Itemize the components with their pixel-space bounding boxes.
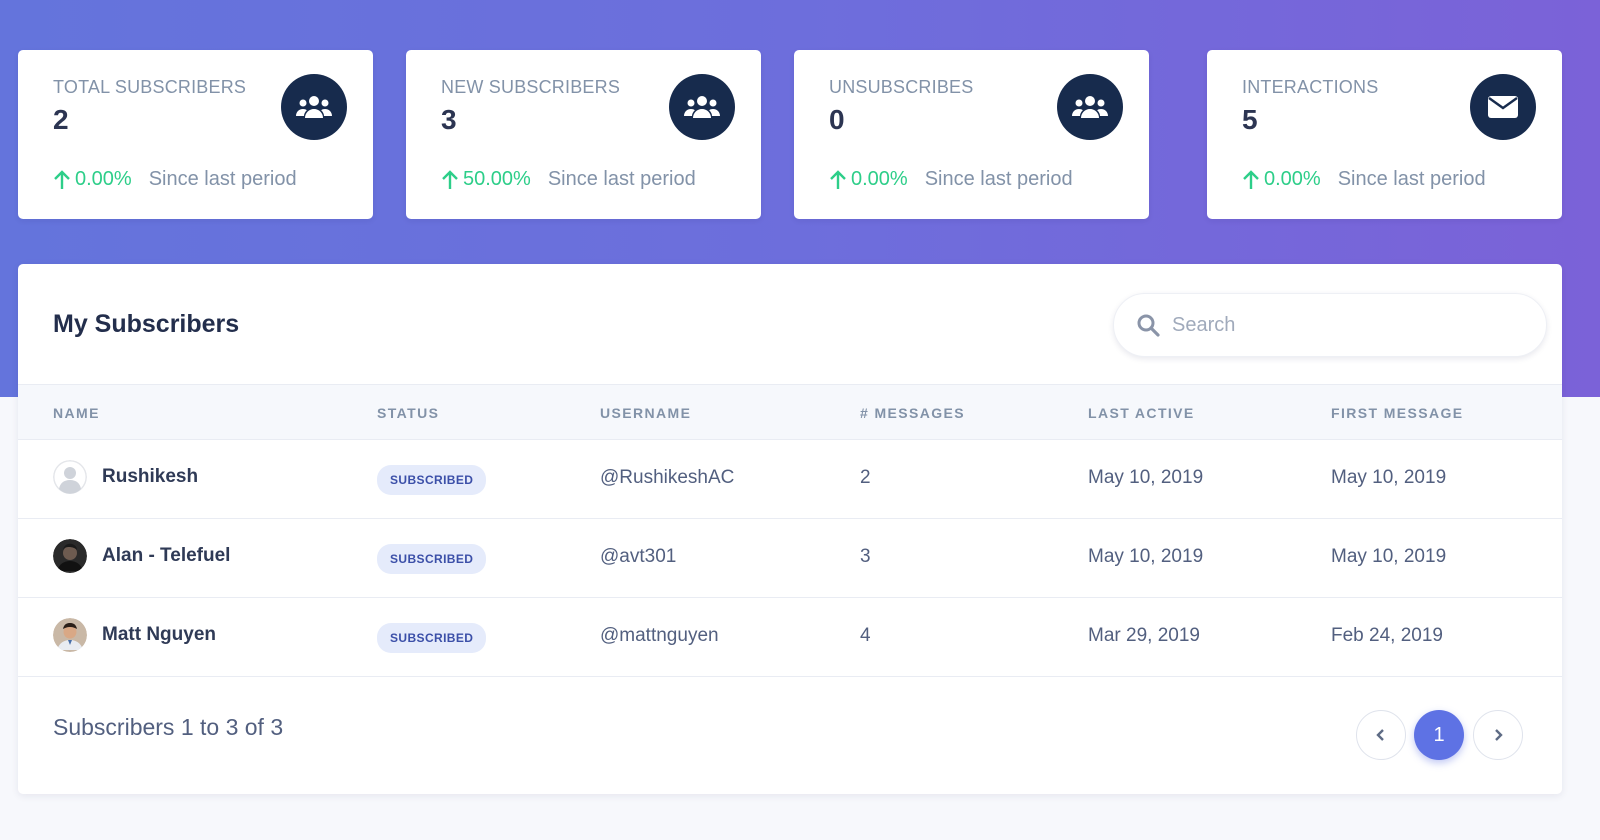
last-active-date: May 10, 2019 [1088,546,1204,567]
stat-value: 0 [829,104,845,135]
user-photo [53,618,87,652]
users-icon [281,74,347,140]
arrow-up-icon [442,169,458,189]
stat-card-total-subscribers: TOTAL SUBSCRIBERS 2 0.00% Since last per… [18,50,373,219]
user-photo [53,539,87,573]
messages-count: 4 [860,625,871,646]
subscribers-panel: My Subscribers NAME STATUS USERNAME # ME… [18,264,1562,794]
pagination-summary: Subscribers 1 to 3 of 3 [53,714,284,740]
stat-value: 3 [441,104,457,135]
column-header-last-active[interactable]: LAST ACTIVE [1088,405,1195,421]
status-badge: SUBSCRIBED [377,623,487,653]
stat-change-percent: 0.00% [75,168,132,190]
name-cell: Rushikesh [53,460,198,494]
table-row[interactable]: Alan - Telefuel SUBSCRIBED @avt301 3 May… [18,519,1562,598]
arrow-up-icon [54,169,70,189]
stat-value: 2 [53,104,69,135]
stat-change: 0.00% Since last period [53,168,297,191]
stat-value: 5 [1242,104,1258,135]
next-page-button[interactable] [1473,710,1523,760]
chevron-left-icon [1376,729,1384,741]
stat-title: TOTAL SUBSCRIBERS [53,77,247,97]
username-cell: @avt301 [600,546,677,567]
arrow-up-icon [1243,169,1259,189]
subscriber-name[interactable]: Alan - Telefuel [102,545,231,566]
panel-title: My Subscribers [53,310,240,338]
search-box[interactable] [1113,293,1547,357]
column-header-username[interactable]: USERNAME [600,405,692,421]
name-cell: Alan - Telefuel [53,539,230,573]
stats-row: TOTAL SUBSCRIBERS 2 0.00% Since last per… [18,50,1562,219]
status-badge: SUBSCRIBED [377,544,487,574]
envelope-icon [1470,74,1536,140]
column-header-messages[interactable]: # MESSAGES [860,405,966,421]
arrow-up-icon [830,169,846,189]
first-message-date: Feb 24, 2019 [1331,625,1443,646]
stat-change: 50.00% Since last period [441,168,696,191]
last-active-date: May 10, 2019 [1088,467,1204,488]
stat-change-percent: 0.00% [1264,168,1321,190]
last-active-date: Mar 29, 2019 [1088,625,1200,646]
users-icon [1057,74,1123,140]
previous-page-button[interactable] [1356,710,1406,760]
username-cell: @mattnguyen [600,625,719,646]
table-row[interactable]: Rushikesh SUBSCRIBED @RushikeshAC 2 May … [18,440,1562,519]
users-icon [669,74,735,140]
table-row[interactable]: Matt Nguyen SUBSCRIBED @mattnguyen 4 Mar… [18,598,1562,677]
status-badge: SUBSCRIBED [377,465,487,495]
stat-change-percent: 0.00% [851,168,908,190]
stat-change-percent: 50.00% [463,168,531,190]
stat-card-new-subscribers: NEW SUBSCRIBERS 3 50.00% Since last peri… [406,50,761,219]
name-cell: Matt Nguyen [53,618,216,652]
stat-since-label: Since last period [547,168,696,190]
subscriber-name[interactable]: Rushikesh [102,466,199,487]
table-header: NAME STATUS USERNAME # MESSAGES LAST ACT… [18,384,1562,440]
stat-card-unsubscribes: UNSUBSCRIBES 0 0.00% Since last period [794,50,1149,219]
stat-card-interactions: INTERACTIONS 5 0.00% Since last period [1207,50,1562,219]
search-icon [1137,314,1160,337]
stat-since-label: Since last period [1337,168,1486,190]
default-avatar-icon [53,460,87,494]
column-header-status[interactable]: STATUS [377,405,440,421]
first-message-date: May 10, 2019 [1331,467,1447,488]
subscriber-name[interactable]: Matt Nguyen [102,624,216,645]
stat-title: INTERACTIONS [1242,77,1379,97]
messages-count: 3 [860,546,871,567]
messages-count: 2 [860,467,871,488]
first-message-date: May 10, 2019 [1331,546,1447,567]
stat-since-label: Since last period [924,168,1073,190]
username-cell: @RushikeshAC [600,467,735,488]
page-button-1[interactable]: 1 [1414,710,1464,760]
stat-title: UNSUBSCRIBES [829,77,974,97]
column-header-name[interactable]: NAME [53,405,100,421]
stat-title: NEW SUBSCRIBERS [441,77,621,97]
chevron-right-icon [1495,729,1503,741]
stat-change: 0.00% Since last period [829,168,1073,191]
stat-change: 0.00% Since last period [1242,168,1486,191]
column-header-first-message[interactable]: FIRST MESSAGE [1331,405,1464,421]
stat-since-label: Since last period [148,168,297,190]
search-input[interactable] [1172,308,1512,342]
